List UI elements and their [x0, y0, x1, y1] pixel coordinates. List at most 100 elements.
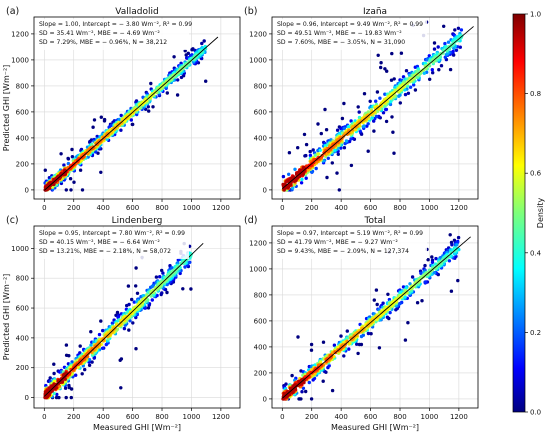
y-tick-label: 0 [263, 186, 267, 194]
scatter-point [408, 282, 412, 286]
scatter-point [423, 280, 427, 284]
scatter-point [385, 315, 390, 319]
scatter-point [122, 326, 127, 331]
scatter-point [456, 235, 461, 240]
scatter-point [284, 382, 288, 386]
scatter-point [309, 397, 314, 401]
scatter-point [330, 161, 334, 165]
scatter-point [281, 174, 286, 179]
x-tick-label: 1000 [421, 204, 439, 212]
scatter-point [290, 373, 294, 378]
scatter-point [384, 107, 388, 112]
scatter-point [406, 91, 411, 96]
scatter-point [374, 99, 378, 103]
scatter-point [115, 327, 120, 331]
scatter-point [150, 284, 154, 289]
scatter-point [456, 26, 461, 30]
scatter-point [165, 91, 169, 95]
stats-line: SD = 7.60%, MBE = − 3.05%, N = 31,090 [277, 39, 405, 46]
scatter-point [66, 157, 71, 161]
scatter-point [377, 346, 382, 350]
scatter-point [105, 334, 110, 339]
scatter-point [128, 319, 132, 323]
scatter-point [408, 85, 413, 89]
scatter-point [135, 291, 140, 295]
x-tick-label: 400 [96, 204, 109, 212]
scatter-point [70, 147, 74, 152]
scatter-point [127, 328, 131, 332]
scatter-point [95, 134, 99, 139]
scatter-point [375, 302, 379, 307]
scatter-point [172, 55, 176, 59]
x-tick-label: 0 [280, 204, 284, 212]
x-tick-label: 600 [126, 204, 139, 212]
scatter-point [138, 106, 142, 110]
scatter-point [165, 290, 169, 295]
scatter-points [43, 39, 208, 192]
scatter-point [110, 321, 115, 325]
scatter-point [398, 101, 402, 105]
scatter-point [52, 362, 56, 366]
scatter-point [189, 287, 193, 291]
x-tick-label: 600 [364, 413, 377, 421]
colorbar: 0.0 0.2 0.4 0.6 0.8 1.0 Density [512, 11, 545, 417]
y-tick-label: 200 [16, 364, 29, 372]
regression-line [282, 236, 471, 399]
scatter-point [383, 67, 387, 71]
scatter-point [319, 131, 323, 136]
x-tick-label: 600 [126, 413, 139, 421]
scatter-point [379, 61, 383, 65]
scatter-point [130, 122, 134, 127]
scatter-point [146, 105, 150, 109]
x-tick-label: 200 [67, 204, 80, 212]
scatter-point [379, 65, 383, 70]
axes-frame [33, 225, 241, 409]
stats-line: SD = 49.51 Wm⁻², MBE = − 19.83 Wm⁻² [277, 30, 402, 37]
scatter-point [383, 92, 387, 96]
scatter-point [392, 77, 396, 81]
regression-line [43, 243, 204, 397]
scatter-point [366, 331, 371, 336]
scatter-point [449, 289, 454, 293]
scatter-point [80, 372, 84, 376]
scatter-points [281, 20, 464, 192]
scatter-point [425, 58, 429, 62]
colorbar-tick-label: 0.4 [530, 249, 542, 257]
scatter-point [316, 152, 321, 156]
scatter-point [356, 351, 360, 356]
scatter-point [428, 59, 432, 63]
colorbar-tick-label: 0.8 [530, 90, 541, 98]
scatter-point [102, 119, 107, 123]
y-tick-label: 600 [16, 305, 29, 313]
scatter-point [202, 39, 206, 43]
scatter-point [47, 181, 51, 186]
scatter-point [327, 364, 331, 368]
scatter-point [401, 75, 406, 79]
scatter-point [434, 262, 438, 266]
scatter-point [372, 129, 376, 133]
scatter-point [170, 270, 174, 274]
panel-2: 0 200 400 600 800 1000 1200 0 200 400 600 800 1000 Sl… [2, 215, 241, 432]
x-tick-label: 1000 [183, 413, 201, 421]
scatter-point [83, 367, 87, 372]
scatter-point [410, 275, 415, 279]
scatter-point [372, 298, 376, 302]
scatter-point [159, 86, 163, 90]
scatter-point [287, 178, 292, 182]
scatter-point [70, 155, 75, 159]
y-tick-label: 800 [16, 82, 29, 90]
scatter-point [151, 105, 155, 109]
panel-title: Total [363, 216, 385, 226]
scatter-point [415, 301, 420, 305]
y-tick-label: 0 [25, 186, 29, 194]
scatter-point [321, 340, 326, 344]
y-tick-label: 200 [254, 369, 267, 377]
scatter-point [72, 180, 76, 184]
colorbar-tick-label: 1.0 [530, 11, 541, 19]
scatter-point [61, 173, 65, 177]
scatter-point [327, 146, 331, 151]
scatter-point [126, 284, 131, 288]
scatter-point [407, 73, 412, 78]
scatter-point [132, 300, 136, 304]
scatter-point [458, 45, 462, 49]
